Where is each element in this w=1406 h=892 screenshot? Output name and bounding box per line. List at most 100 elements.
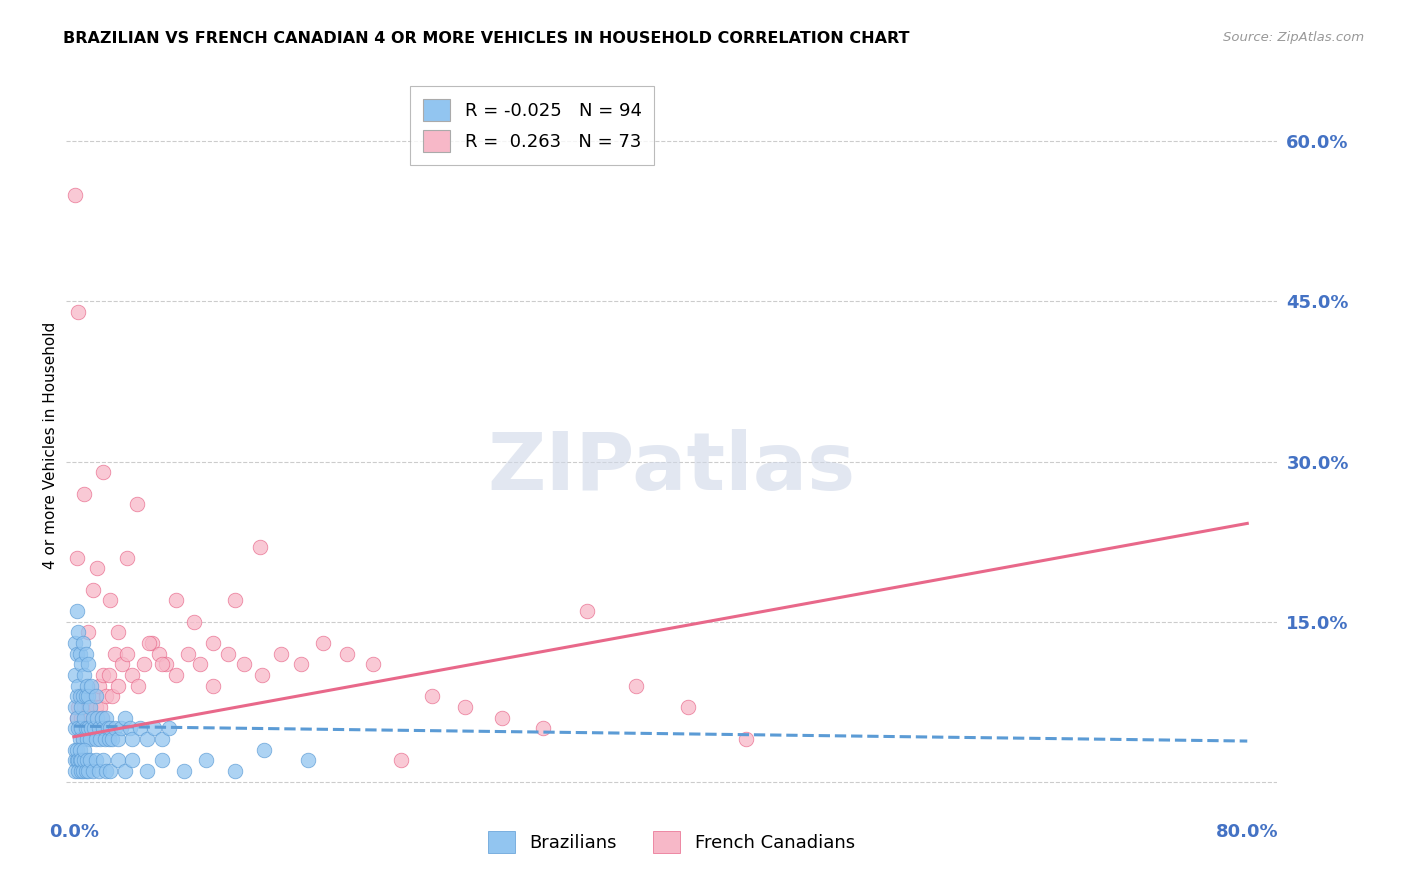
Point [107,625,129,640]
Point [69,690,91,704]
Point [75,764,97,778]
Point [107,753,129,767]
Point [89,731,111,746]
Point [79,710,101,724]
Point [94,710,117,724]
Point [104,647,127,661]
Point [115,647,138,661]
Point [188,657,211,672]
Point [136,764,159,778]
Point [121,731,143,746]
Point [454,699,477,714]
Point [134,657,156,672]
Point [67,753,90,767]
Point [76,679,98,693]
Point [250,668,273,682]
Point [150,753,173,767]
Point [104,721,127,735]
Point [224,764,246,778]
Point [67,625,90,640]
Point [72,731,94,746]
Point [194,753,217,767]
Point [87,679,110,693]
Point [69,647,91,661]
Point [73,753,96,767]
Point [83,721,105,735]
Point [70,699,93,714]
Point [100,593,122,607]
Point [114,764,136,778]
Point [84,731,107,746]
Point [290,657,312,672]
Point [70,690,93,704]
Point [73,710,96,724]
Point [75,647,97,661]
Point [270,647,292,661]
Point [80,721,103,735]
Point [249,540,271,554]
Point [79,699,101,714]
Point [86,561,108,575]
Point [576,604,599,618]
Point [101,690,124,704]
Point [531,721,554,735]
Point [66,753,89,767]
Point [70,753,93,767]
Point [624,679,647,693]
Point [233,657,256,672]
Point [111,657,134,672]
Text: Source: ZipAtlas.com: Source: ZipAtlas.com [1223,31,1364,45]
Point [76,731,98,746]
Point [141,636,163,650]
Point [84,699,107,714]
Point [70,721,93,735]
Point [77,721,100,735]
Point [136,731,159,746]
Point [86,721,108,735]
Point [66,742,89,756]
Point [80,679,103,693]
Point [312,636,335,650]
Point [107,679,129,693]
Point [389,753,412,767]
Point [173,764,195,778]
Point [82,764,104,778]
Point [65,699,87,714]
Point [66,550,89,565]
Point [125,497,148,511]
Point [72,731,94,746]
Point [202,636,225,650]
Point [297,753,319,767]
Point [100,764,122,778]
Point [101,731,124,746]
Point [166,668,188,682]
Point [420,690,443,704]
Point [107,731,129,746]
Point [72,764,94,778]
Point [79,753,101,767]
Point [65,636,87,650]
Point [91,753,114,767]
Point [121,668,143,682]
Point [72,636,94,650]
Point [96,721,118,735]
Point [90,710,112,724]
Point [166,593,188,607]
Point [678,699,700,714]
Point [65,668,87,682]
Point [150,731,173,746]
Point [77,657,100,672]
Point [157,721,180,735]
Point [118,721,141,735]
Point [66,647,89,661]
Point [127,679,149,693]
Point [72,690,94,704]
Point [361,657,384,672]
Point [94,764,117,778]
Point [202,679,225,693]
Point [70,657,93,672]
Point [183,615,205,629]
Point [94,690,117,704]
Point [90,710,112,724]
Legend: R = -0.025   N = 94, R =  0.263   N = 73: R = -0.025 N = 94, R = 0.263 N = 73 [411,87,654,165]
